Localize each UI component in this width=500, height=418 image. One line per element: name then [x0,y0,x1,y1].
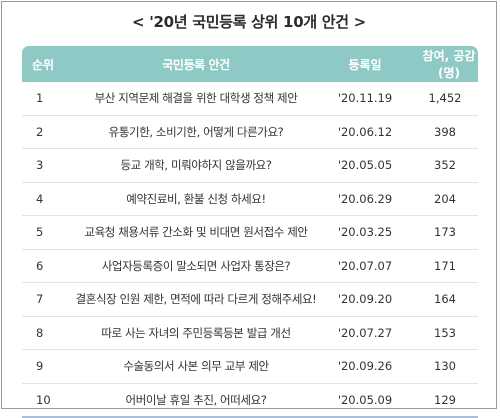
row-count: 153 [402,326,478,340]
row-topic: 사업자등록증이 말소되면 사업자 통장은? [64,258,328,274]
row-date: '20.06.29 [328,192,402,206]
row-count: 130 [402,359,478,373]
row-topic: 부산 지역문제 해결을 위한 대학생 정책 제안 [64,90,328,106]
row-date: '20.03.25 [328,225,402,239]
page-title: < '20년 국민등록 상위 10개 안건 > [2,11,496,32]
row-topic: 결혼식장 인원 제한, 면적에 따라 다르게 정해주세요! [64,291,328,307]
row-count: 352 [402,158,478,172]
row-rank: 9 [22,359,64,373]
row-rank: 6 [22,259,64,273]
row-date: '20.05.09 [328,393,402,407]
row-date: '20.09.26 [328,359,402,373]
row-rank: 5 [22,225,64,239]
row-rank: 8 [22,326,64,340]
row-date: '20.07.07 [328,259,402,273]
row-count: 1,452 [402,91,478,105]
row-date: '20.05.05 [328,158,402,172]
row-count: 173 [402,225,478,239]
row-rank: 10 [22,393,64,407]
row-topic: 예약진료비, 환불 신청 하세요! [64,191,328,207]
row-rank: 4 [22,192,64,206]
row-count: 204 [402,192,478,206]
row-topic: 수술동의서 사본 의무 교부 제안 [64,358,328,374]
row-rank: 1 [22,91,64,105]
row-rank: 2 [22,125,64,139]
row-topic: 교육청 채용서류 간소화 및 비대면 원서접수 제안 [64,224,328,240]
row-count: 171 [402,259,478,273]
row-date: '20.11.19 [328,91,402,105]
row-date: '20.09.20 [328,292,402,306]
header-count: 참여, 공감(명) [402,47,478,81]
row-rank: 7 [22,292,64,306]
row-date: '20.06.12 [328,125,402,139]
row-count: 398 [402,125,478,139]
row-count: 129 [402,393,478,407]
row-topic: 따로 사는 자녀의 주민등록등본 발급 개선 [64,325,328,341]
row-topic: 유통기한, 소비기한, 어떻게 다른가요? [64,124,328,140]
row-rank: 3 [22,158,64,172]
header-topic: 국민등록 안건 [64,56,328,73]
row-topic: 등교 개학, 미뤄야하지 않을까요? [64,157,328,173]
row-topic: 어버이날 휴일 추진, 어떠세요? [64,392,328,408]
row-count: 164 [402,292,478,306]
document-frame: < '20년 국민등록 상위 10개 안건 > 순위 국민등록 안건 등록일 참… [1,1,497,409]
header-rank: 순위 [22,56,64,73]
table-header: 순위 국민등록 안건 등록일 참여, 공감(명) [22,46,478,82]
header-date: 등록일 [328,56,402,73]
row-date: '20.07.27 [328,326,402,340]
